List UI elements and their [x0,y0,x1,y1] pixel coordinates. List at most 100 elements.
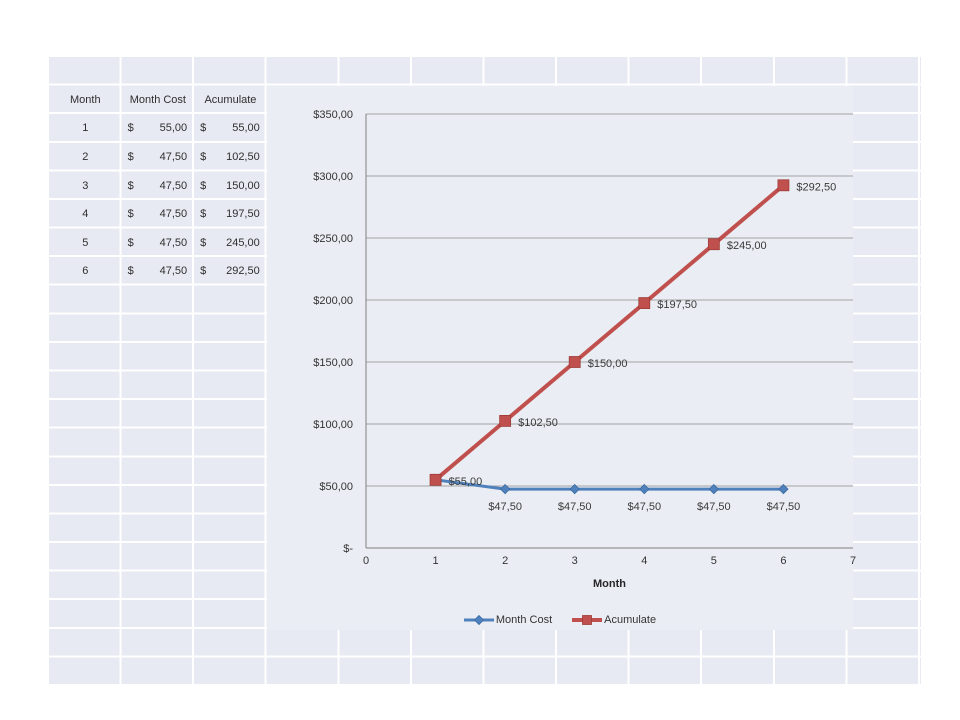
currency-symbol: $ [127,151,134,164]
cell-month-3[interactable]: 3 [82,179,89,192]
legend-swatch-diamond-icon [463,614,494,626]
cell-acumulate-3[interactable]: $150,00 [194,171,267,200]
data-label: $102,50 [518,417,558,429]
x-tick-label: 2 [502,555,508,567]
header-cell-month[interactable]: Month [70,93,101,106]
chart-area[interactable]: $350,00 $300,00 $250,00 $200,00 $150,00 $100,… [267,86,856,630]
y-tick-label: $50,00 [319,481,353,493]
cell-acumulate-2[interactable]: $102,50 [194,143,267,172]
cell-acumulate-4[interactable]: $197,50 [194,200,267,229]
series-month-cost: $47,50 $47,50 $47,50 $47,50 $47,50 [430,474,801,513]
data-label: $47,50 [697,501,731,513]
cell-month-cost-3[interactable]: $47,50 [122,171,195,200]
square-marker-icon [499,414,512,427]
x-tick-label: 4 [641,555,647,567]
cost-value: 47,50 [159,236,188,249]
data-label: $47,50 [767,501,801,513]
data-label: $47,50 [627,501,661,513]
series-line [433,183,786,482]
diamond-marker-icon [639,483,650,495]
cell-acumulate-5[interactable]: $245,00 [194,228,267,257]
chart-svg: $350,00 $300,00 $250,00 $200,00 $150,00 $100,… [313,109,856,590]
y-tick-label: $200,00 [313,295,353,307]
currency-symbol: $ [200,265,207,278]
x-tick-label: 3 [572,555,578,567]
square-marker-icon [429,473,442,486]
cell-month-cost-2[interactable]: $47,50 [122,143,195,172]
diamond-marker-icon [778,483,789,495]
acumulate-value: 245,00 [226,236,260,249]
data-label: $150,00 [588,358,628,370]
x-tick-label: 5 [711,555,717,567]
diamond-marker-icon [569,483,580,495]
square-marker-icon [582,615,593,625]
currency-symbol: $ [200,236,207,249]
cell-month-cost-4[interactable]: $47,50 [122,200,195,229]
cell-month-cost-6[interactable]: $47,50 [122,257,195,286]
acumulate-value: 55,00 [232,122,260,135]
x-tick-label: 1 [433,555,439,567]
legend-item-acumulate[interactable]: Acumulate [572,614,656,626]
diamond-marker-icon [473,614,484,626]
square-marker-icon [638,297,651,310]
legend-swatch-square-icon [572,615,603,625]
currency-symbol: $ [127,236,134,249]
cost-value: 47,50 [159,151,188,164]
data-label: $47,50 [558,501,592,513]
x-tick-label: 6 [780,555,786,567]
y-tick-label: $100,00 [313,419,353,431]
acumulate-value: 197,50 [226,208,260,221]
cost-value: 47,50 [159,179,188,192]
data-label: $245,00 [727,240,767,252]
cell-acumulate-1[interactable]: $55,00 [194,114,267,143]
y-tick-label: $150,00 [313,357,353,369]
data-label: $292,50 [796,181,836,193]
currency-symbol: $ [127,179,134,192]
cell-month-6[interactable]: 6 [82,265,89,278]
square-marker-icon [707,238,720,251]
cost-value: 55,00 [159,122,188,135]
cost-value: 47,50 [159,208,188,221]
currency-symbol: $ [200,151,207,164]
currency-symbol: $ [127,122,134,135]
diamond-marker-icon [499,483,511,495]
cell-acumulate-6[interactable]: $292,50 [194,257,267,286]
y-tick-label: $250,00 [313,233,353,245]
currency-symbol: $ [200,179,207,192]
cell-month-4[interactable]: 4 [82,208,89,221]
data-label: $197,50 [657,299,697,311]
data-label: $55,00 [449,476,483,488]
cell-month-cost-1[interactable]: $55,00 [122,114,195,143]
header-cell-month-cost[interactable]: Month Cost [129,93,186,106]
cell-month-2[interactable]: 2 [82,151,89,164]
acumulate-value: 102,50 [226,151,260,164]
y-tick-label: $350,00 [313,109,353,121]
series-acumulate: $55,00 $102,50 $150,00 $197,50 $245,00 $292,5… [429,179,836,488]
diamond-marker-icon [708,483,720,495]
legend-label: Month Cost [495,614,553,626]
currency-symbol: $ [127,265,134,278]
cell-month-cost-5[interactable]: $47,50 [122,228,195,257]
data-table: Month Month Cost Acumulate 1 $55,00 $55,00… [49,86,267,286]
cell-month-1[interactable]: 1 [82,122,89,135]
currency-symbol: $ [127,208,134,221]
legend-item-month-cost[interactable]: Month Cost [463,614,553,626]
x-tick-label: 7 [850,555,856,567]
legend-label: Acumulate [604,614,657,626]
data-label: $47,50 [488,501,522,513]
currency-symbol: $ [200,122,207,135]
chart-legend: Month Cost Acumulate [267,611,853,629]
square-marker-icon [777,179,790,192]
y-tick-label: $300,00 [313,171,353,183]
square-marker-icon [568,356,581,368]
currency-symbol: $ [200,208,207,221]
cell-month-5[interactable]: 5 [82,236,89,249]
cost-value: 47,50 [159,265,188,278]
x-tick-label: 0 [363,555,369,567]
series-line [434,478,785,491]
x-axis-title: Month [593,578,626,590]
acumulate-value: 292,50 [226,265,260,278]
header-cell-acumulate[interactable]: Acumulate [204,93,257,106]
acumulate-value: 150,00 [226,179,260,192]
